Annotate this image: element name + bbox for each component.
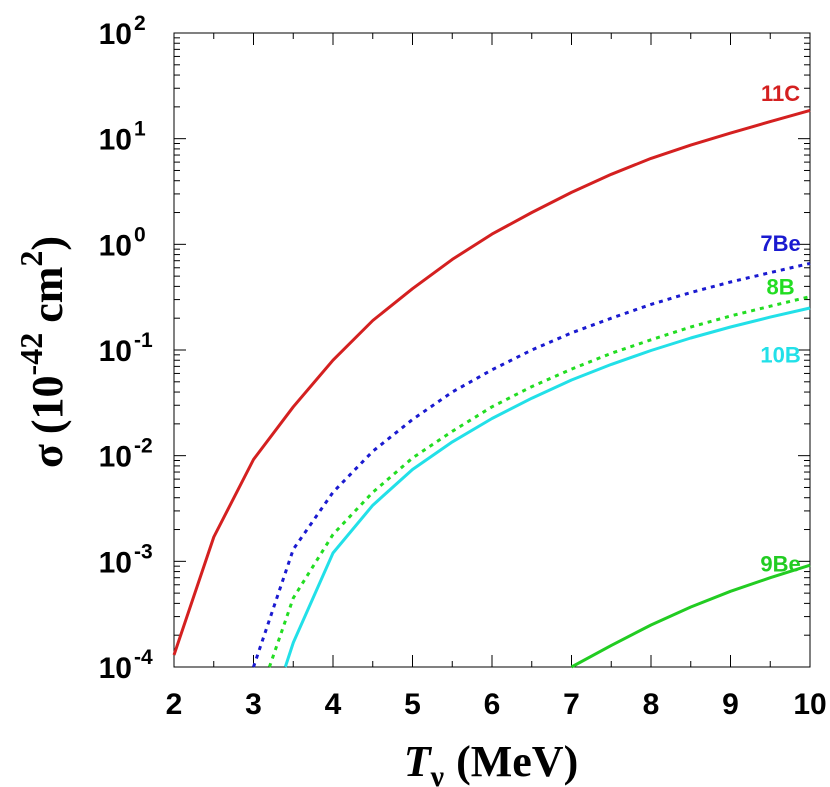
series-line-10B: [283, 306, 811, 668]
x-tick-label: 7: [563, 688, 580, 721]
x-tick-label: 4: [325, 688, 342, 721]
y-tick-base: 10: [99, 229, 132, 262]
y-tick-exponent: -1: [134, 329, 153, 352]
series-lines: [172, 108, 811, 669]
x-axis-unit: (MeV): [456, 737, 578, 786]
y-tick-base: 10: [99, 335, 132, 368]
series-annotations: 11C 7Be 8B 10B 9Be: [760, 81, 800, 577]
plot-area-border: [173, 32, 811, 668]
y-tick-exponent: 2: [134, 12, 146, 35]
series-line-9Be: [570, 563, 811, 669]
y-tick-base: 10: [99, 441, 132, 474]
x-tick-label: 6: [484, 688, 501, 721]
y-tick-label: 10 -4: [99, 646, 153, 685]
y-tick-base: 10: [99, 546, 132, 579]
x-axis-subscript: ν: [430, 760, 445, 787]
y-tick-exponent: -3: [134, 540, 153, 563]
y-axis-open: (10: [23, 375, 72, 434]
y-tick-label: 10 0: [99, 223, 146, 262]
y-axis-title: σ (10-42 cm2): [13, 236, 72, 468]
series-annotation: 8B: [767, 274, 795, 299]
y-tick-exponent: 0: [134, 223, 146, 246]
y-tick-label: 10 -2: [99, 435, 153, 474]
y-axis-close: ): [23, 236, 72, 251]
y-axis-exponent-1: -42: [13, 333, 49, 376]
y-tick-exponent: -4: [134, 646, 153, 669]
x-tick-label: 9: [722, 688, 739, 721]
x-axis-symbol: T: [404, 737, 433, 786]
y-tick-label: 10 -3: [99, 540, 153, 579]
x-tick-label: 5: [404, 688, 421, 721]
y-tick-base: 10: [99, 652, 132, 685]
y-tick-label: 10 2: [99, 12, 146, 51]
y-tick-exponent: 1: [134, 118, 146, 141]
y-tick-base: 10: [99, 18, 132, 51]
x-tick-labels: 2 3 4 5 6 7 8 9 10: [166, 688, 827, 721]
x-tick-label: 8: [643, 688, 660, 721]
y-axis-symbol: σ: [23, 444, 72, 468]
series-line-11C: [172, 108, 811, 656]
y-tick-label: 10 -1: [99, 329, 153, 368]
series-annotation: 9Be: [760, 552, 800, 577]
axis-ticks: [173, 32, 811, 668]
x-tick-label: 10: [793, 688, 826, 721]
x-axis-title: Tν (MeV): [404, 737, 578, 787]
series-annotation: 7Be: [760, 231, 800, 256]
x-tick-label: 3: [245, 688, 262, 721]
series-annotation: 10B: [760, 342, 800, 367]
plot-frame: [173, 32, 811, 668]
x-tick-label: 2: [166, 688, 183, 721]
series-line-7Be: [252, 261, 811, 668]
y-tick-label: 10 1: [99, 118, 146, 157]
series-annotation: 11C: [761, 81, 800, 106]
y-tick-base: 10: [99, 124, 132, 157]
y-axis-cm: cm: [23, 267, 72, 323]
y-axis-exponent-2: 2: [13, 251, 49, 267]
y-tick-exponent: -2: [134, 435, 153, 458]
series-line-8B: [267, 295, 811, 668]
